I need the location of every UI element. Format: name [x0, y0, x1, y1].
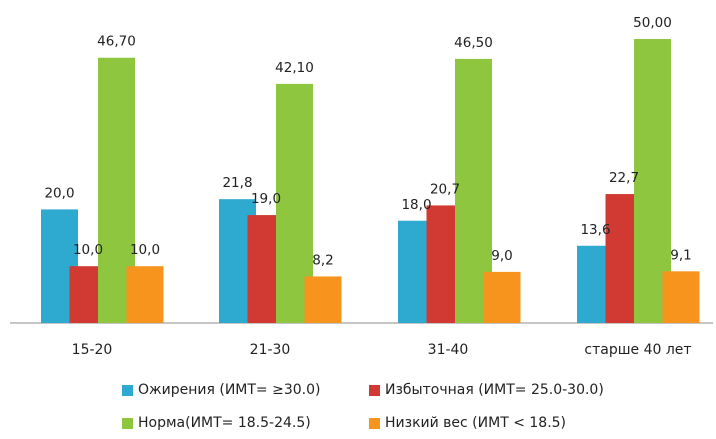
bar: [662, 271, 700, 323]
category-label: 21-30: [250, 342, 291, 358]
data-label: 10,0: [130, 242, 160, 258]
data-label: 22,7: [609, 170, 639, 186]
data-label: 20,0: [44, 185, 74, 201]
bar: [483, 271, 521, 323]
bar: [126, 266, 164, 323]
data-label: 19,0: [251, 191, 281, 207]
data-label: 8,2: [312, 252, 333, 268]
data-label: 10,0: [73, 242, 103, 258]
data-label: 18,0: [401, 197, 431, 213]
data-label: 46,50: [454, 35, 493, 51]
data-label: 46,70: [97, 34, 136, 50]
data-label: 50,00: [633, 15, 672, 31]
data-label: 9,1: [670, 247, 691, 263]
category-label: старше 40 лет: [584, 342, 691, 358]
data-label: 20,7: [430, 181, 460, 197]
category-label: 31-40: [428, 342, 469, 358]
data-label: 21,8: [222, 175, 252, 191]
bar: [304, 276, 342, 323]
data-label: 9,0: [491, 248, 512, 264]
data-label: 42,10: [275, 60, 314, 76]
category-label: 15-20: [72, 342, 113, 358]
data-label: 13,6: [580, 222, 610, 238]
